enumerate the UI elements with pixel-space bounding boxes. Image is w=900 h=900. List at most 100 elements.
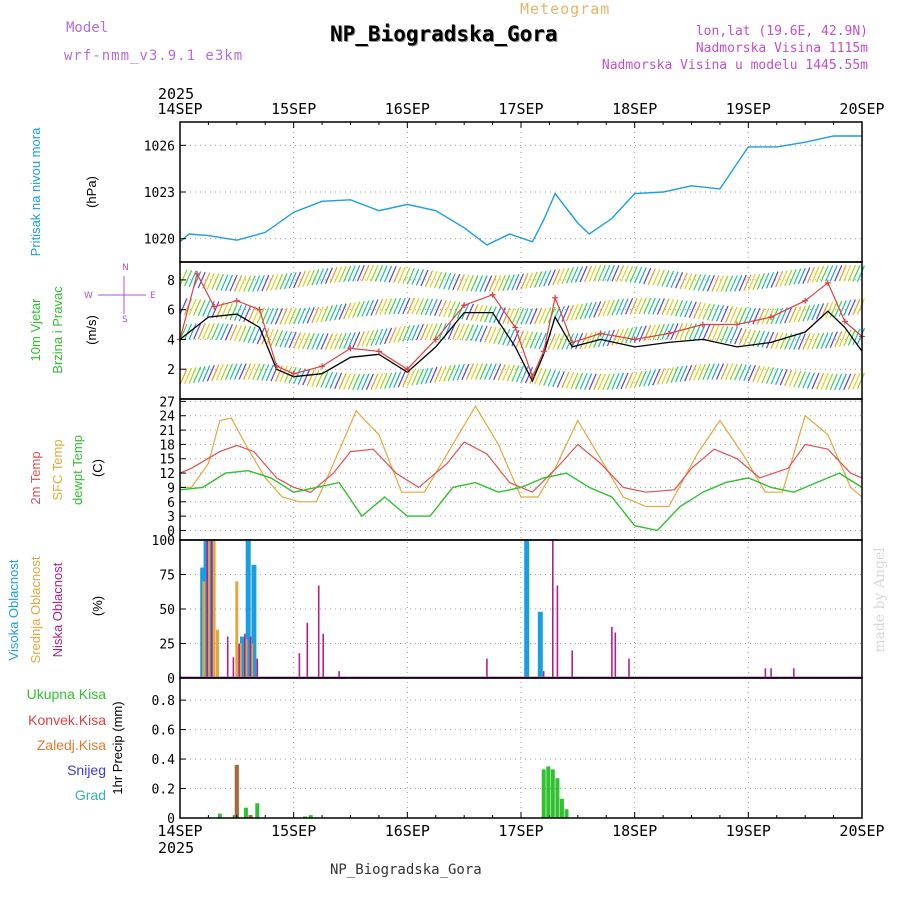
wind-barb xyxy=(620,265,629,283)
wind-barb xyxy=(320,267,329,285)
wind-barb xyxy=(438,300,447,317)
wind-barb xyxy=(215,273,224,291)
wind-barb xyxy=(838,264,847,282)
wind-barb xyxy=(843,329,852,347)
wind-barb xyxy=(684,323,693,340)
wind-barb xyxy=(247,363,256,380)
wind-barb xyxy=(220,363,229,381)
wind-barb xyxy=(424,270,434,287)
wind-barb xyxy=(802,304,811,322)
wind-barb xyxy=(329,333,338,350)
wind-barb xyxy=(293,332,302,349)
x-label-top: 14SEP xyxy=(157,100,202,118)
wind-barb xyxy=(788,306,797,324)
wind-barb xyxy=(565,304,575,322)
wind-barb xyxy=(334,372,343,390)
wind-barb xyxy=(388,297,397,315)
product-title: Meteogram xyxy=(520,0,611,18)
wind-barb xyxy=(393,371,402,389)
legend-ukupna-kisa: Ukupna Kisa xyxy=(26,686,106,702)
wind-barb xyxy=(720,326,729,343)
wind-barb xyxy=(434,366,443,383)
precip-bar-total xyxy=(550,769,555,818)
wind-barb xyxy=(183,270,193,287)
wind-barb xyxy=(552,268,561,286)
y-tick-label: 18 xyxy=(159,438,175,453)
wind-barb xyxy=(293,307,302,325)
wind-barb xyxy=(602,373,611,391)
wind-barb xyxy=(688,364,697,381)
wind-barb xyxy=(779,332,788,350)
wind-barb xyxy=(420,269,429,287)
wind-barb xyxy=(306,269,315,287)
wind-barb xyxy=(406,324,415,342)
wind-barb xyxy=(397,371,406,388)
cloud-bar-niska xyxy=(249,636,252,678)
cloud-bar-niska xyxy=(793,668,795,678)
wind-barb xyxy=(715,325,725,342)
wind-barb xyxy=(738,328,747,345)
cloud-bar-niska xyxy=(542,671,545,678)
credit-text: made by Angel xyxy=(872,547,888,653)
wind-barb xyxy=(356,331,365,348)
wind-barb xyxy=(538,368,547,386)
wind-barb xyxy=(806,266,815,284)
wind-barb xyxy=(538,307,547,324)
wind-gust-marker xyxy=(194,270,201,277)
wind-barb xyxy=(502,274,511,292)
wind-barb xyxy=(502,307,511,325)
precip-bar-total xyxy=(255,803,260,818)
wind-barb xyxy=(779,270,788,287)
wind-barb xyxy=(734,275,743,292)
wind-barb xyxy=(393,266,402,283)
wind-barb xyxy=(438,272,447,289)
wind-barb xyxy=(570,266,579,284)
wind-barb xyxy=(711,304,720,322)
wind-gust-marker xyxy=(733,321,740,328)
x-label-top: 16SEP xyxy=(385,100,430,118)
wind-barb xyxy=(593,301,602,318)
wind-barb xyxy=(720,275,729,292)
wind-barb xyxy=(343,373,352,390)
wind-barb xyxy=(847,299,856,316)
wind-barb xyxy=(602,264,611,282)
legend-2m-temp: 2m Temp xyxy=(28,451,43,504)
wind-barb xyxy=(443,272,452,290)
wind-barb xyxy=(274,330,284,347)
cloud-bar-niska xyxy=(256,658,259,678)
wind-barb xyxy=(643,267,652,285)
wind-barb xyxy=(443,300,452,318)
wind-barb xyxy=(793,370,802,388)
wind-barb xyxy=(356,265,365,282)
wind-barb xyxy=(725,275,734,292)
wind-barb xyxy=(338,303,347,320)
wind-barb xyxy=(856,372,866,390)
wind-barb xyxy=(197,323,206,340)
precip-bar-total xyxy=(559,798,564,818)
wind-barb xyxy=(543,269,552,287)
wind-barb xyxy=(502,364,511,381)
wind-barb xyxy=(629,297,638,315)
compass-s: S xyxy=(122,315,128,325)
wind-barb xyxy=(524,331,534,349)
wind-barb xyxy=(402,297,411,315)
wind-barb xyxy=(388,266,397,283)
wind-barb xyxy=(793,268,802,285)
wind-barb xyxy=(579,265,588,283)
wind-barb xyxy=(570,304,579,321)
wind-barb xyxy=(670,366,679,383)
wind-barb xyxy=(265,274,274,292)
wind-barb xyxy=(838,300,847,317)
wind-barb xyxy=(788,370,797,387)
x-label-top: 18SEP xyxy=(612,100,657,118)
wind-barb xyxy=(324,267,334,284)
y-tick-label: 12 xyxy=(159,467,175,482)
wind-barb xyxy=(311,333,320,350)
wind-barb xyxy=(711,363,720,380)
wind-barb xyxy=(488,326,497,344)
wind-barb xyxy=(575,303,584,321)
wind-gust-marker xyxy=(552,294,559,301)
wind-barb xyxy=(729,306,738,324)
wind-barb xyxy=(625,372,634,389)
wind-barb xyxy=(784,269,793,287)
